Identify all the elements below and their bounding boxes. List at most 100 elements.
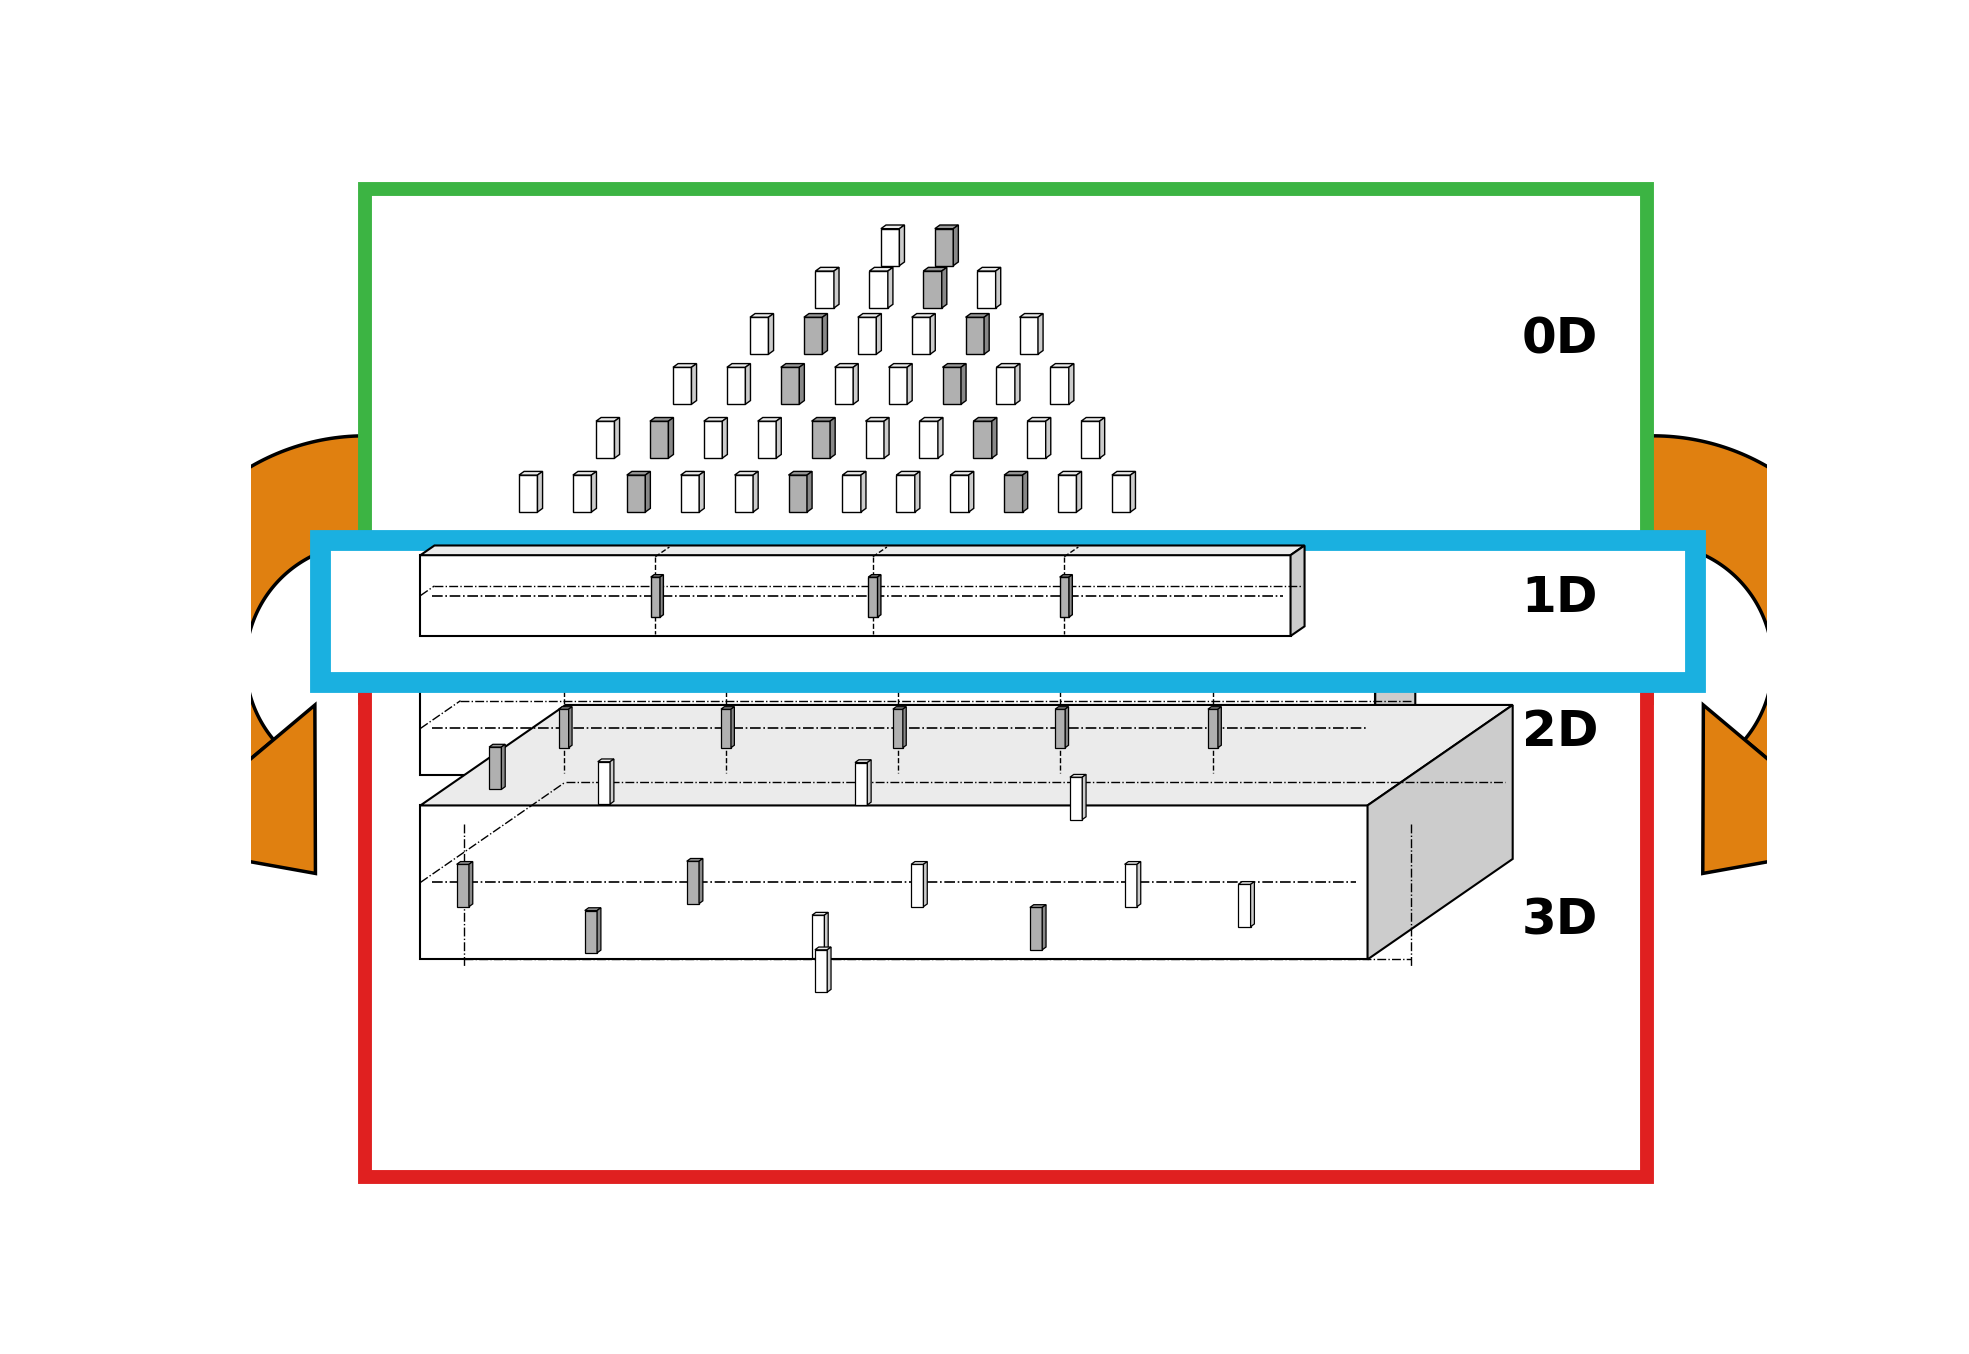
Polygon shape — [825, 913, 829, 957]
Polygon shape — [923, 271, 941, 307]
Polygon shape — [916, 471, 920, 512]
Polygon shape — [1081, 417, 1105, 421]
Polygon shape — [870, 267, 892, 271]
Bar — [364, 190, 1646, 697]
Polygon shape — [752, 471, 758, 512]
Polygon shape — [858, 317, 876, 355]
Polygon shape — [1112, 471, 1136, 475]
Polygon shape — [488, 747, 502, 789]
Polygon shape — [1069, 574, 1073, 617]
Polygon shape — [421, 654, 1416, 682]
Polygon shape — [941, 267, 947, 307]
Polygon shape — [721, 709, 730, 747]
Polygon shape — [646, 471, 650, 512]
Polygon shape — [823, 314, 827, 355]
Polygon shape — [768, 314, 774, 355]
Polygon shape — [878, 574, 880, 617]
Polygon shape — [788, 475, 807, 512]
Polygon shape — [888, 367, 908, 405]
Polygon shape — [721, 707, 734, 709]
Polygon shape — [138, 436, 404, 808]
Polygon shape — [912, 861, 927, 864]
Polygon shape — [652, 577, 660, 617]
Polygon shape — [1130, 471, 1136, 512]
Polygon shape — [723, 417, 727, 458]
Polygon shape — [750, 314, 774, 317]
Polygon shape — [892, 707, 906, 709]
Polygon shape — [569, 707, 573, 747]
Polygon shape — [1057, 471, 1081, 475]
Polygon shape — [1239, 884, 1250, 926]
Polygon shape — [727, 364, 750, 367]
Polygon shape — [811, 913, 829, 915]
Polygon shape — [855, 762, 866, 804]
Polygon shape — [888, 267, 892, 307]
Polygon shape — [977, 271, 996, 307]
Polygon shape — [973, 417, 996, 421]
Polygon shape — [855, 760, 870, 762]
Polygon shape — [912, 314, 935, 317]
Polygon shape — [469, 861, 473, 907]
Polygon shape — [896, 475, 916, 512]
Polygon shape — [1069, 777, 1083, 819]
Polygon shape — [1099, 417, 1105, 458]
Polygon shape — [1069, 774, 1087, 777]
Polygon shape — [727, 367, 746, 405]
Polygon shape — [1030, 904, 1046, 907]
Polygon shape — [687, 861, 699, 903]
Polygon shape — [1615, 436, 1880, 808]
Polygon shape — [1020, 314, 1044, 317]
Polygon shape — [421, 682, 1374, 774]
Polygon shape — [1083, 774, 1087, 819]
Polygon shape — [843, 471, 866, 475]
Polygon shape — [953, 225, 959, 265]
Polygon shape — [1065, 707, 1069, 747]
Polygon shape — [1049, 364, 1073, 367]
Polygon shape — [1004, 475, 1022, 512]
Polygon shape — [1124, 861, 1140, 864]
Polygon shape — [457, 861, 473, 864]
Polygon shape — [937, 417, 943, 458]
Polygon shape — [1055, 707, 1069, 709]
Polygon shape — [1368, 705, 1512, 960]
Polygon shape — [1059, 577, 1069, 617]
Polygon shape — [992, 417, 996, 458]
Polygon shape — [912, 864, 923, 907]
Polygon shape — [831, 417, 835, 458]
Polygon shape — [599, 762, 610, 804]
Polygon shape — [935, 225, 959, 229]
Polygon shape — [896, 471, 920, 475]
Polygon shape — [969, 471, 975, 512]
Polygon shape — [1022, 471, 1028, 512]
Polygon shape — [860, 471, 866, 512]
Polygon shape — [929, 314, 935, 355]
Polygon shape — [951, 471, 975, 475]
Polygon shape — [421, 705, 1512, 806]
Polygon shape — [951, 475, 969, 512]
Polygon shape — [614, 417, 620, 458]
Polygon shape — [799, 364, 805, 405]
Bar — [364, 670, 1646, 1178]
Polygon shape — [920, 417, 943, 421]
Polygon shape — [597, 421, 614, 458]
Polygon shape — [961, 364, 967, 405]
Polygon shape — [1219, 707, 1221, 747]
Polygon shape — [1030, 907, 1042, 949]
Polygon shape — [1250, 881, 1254, 926]
Polygon shape — [776, 417, 782, 458]
Polygon shape — [880, 225, 904, 229]
Polygon shape — [835, 367, 853, 405]
Polygon shape — [892, 709, 904, 747]
Polygon shape — [835, 267, 839, 307]
Polygon shape — [815, 946, 831, 949]
Polygon shape — [853, 364, 858, 405]
Polygon shape — [935, 229, 953, 265]
Polygon shape — [908, 364, 912, 405]
Polygon shape — [996, 267, 1000, 307]
Polygon shape — [811, 421, 831, 458]
Polygon shape — [421, 546, 1305, 555]
Polygon shape — [597, 417, 620, 421]
Polygon shape — [1290, 546, 1305, 636]
Polygon shape — [150, 705, 315, 873]
Polygon shape — [1042, 904, 1046, 949]
